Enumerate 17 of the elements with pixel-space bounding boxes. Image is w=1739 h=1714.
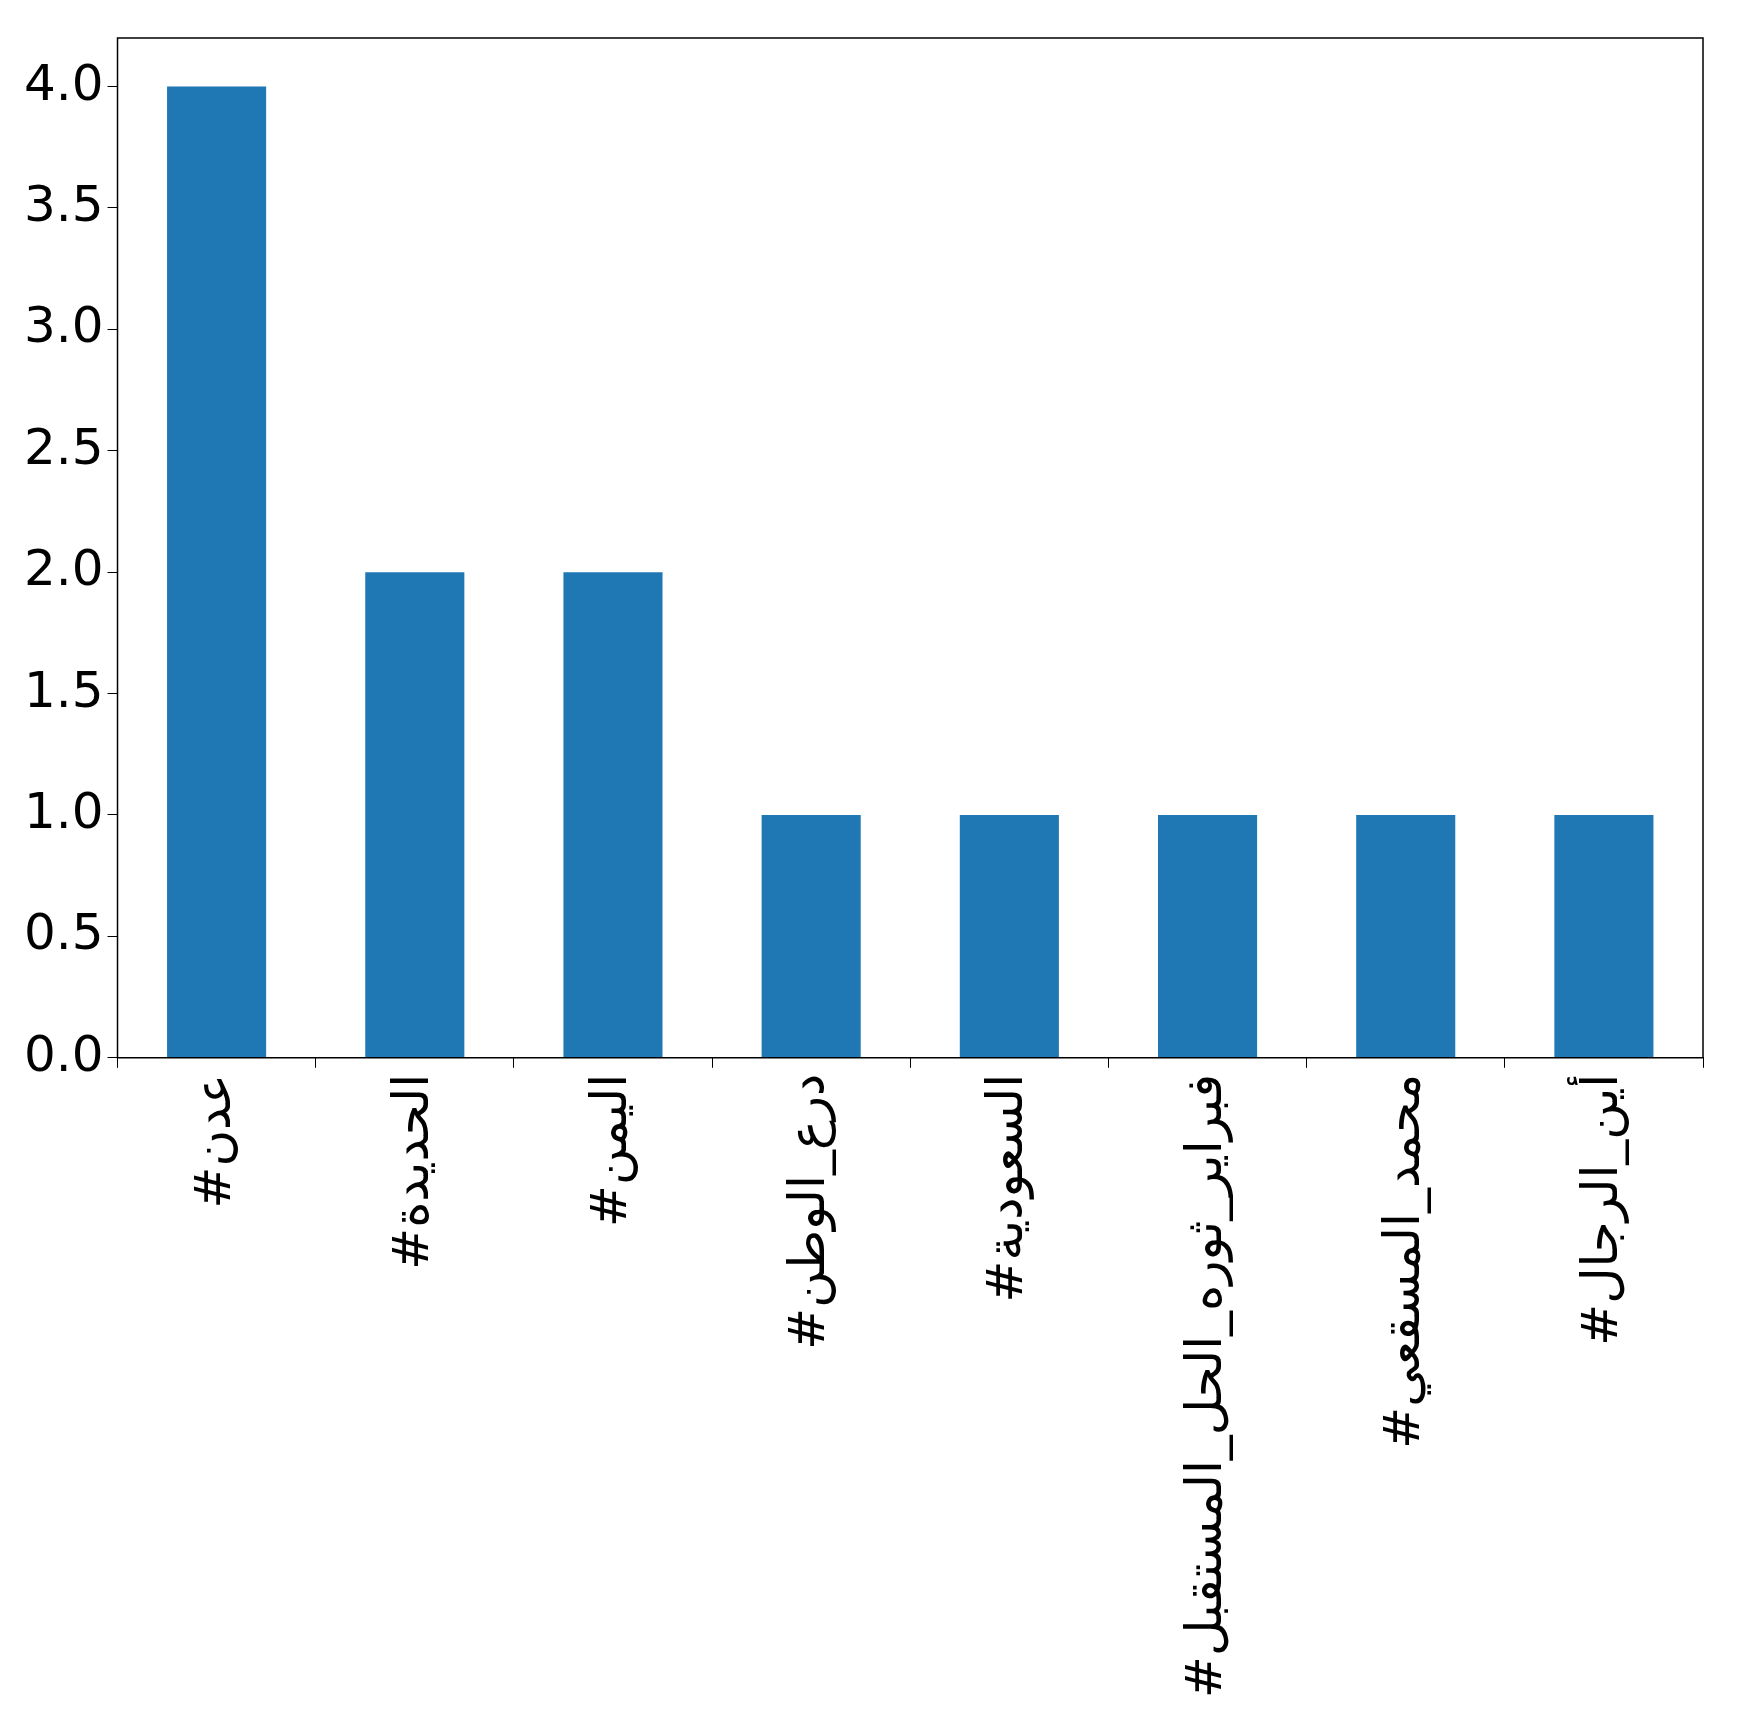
y-tick-label: 3.0 (23, 296, 104, 355)
y-tick-label: 3.5 (23, 174, 104, 233)
x-tick-label: #السعودية (976, 1073, 1035, 1303)
y-tick-label: 0.0 (23, 1024, 104, 1083)
x-tick-label: #درع_الوطن (778, 1073, 837, 1350)
x-tick-label: #فبراير_ثوره_الحل_المستقبل (1174, 1073, 1233, 1699)
y-tick-label: 2.0 (23, 539, 104, 598)
y-tick-label: 1.5 (23, 660, 104, 719)
x-tick-label: #الحديدة (381, 1073, 440, 1270)
y-tick-label: 0.5 (23, 903, 104, 962)
y-tick-label: 4.0 (23, 53, 104, 112)
x-tick-label: #أين_الرجال (1566, 1073, 1629, 1346)
x-tick-label: #اليمن (579, 1073, 638, 1227)
x-tick-label: #عدن (183, 1073, 242, 1209)
y-tick-label: 2.5 (23, 417, 104, 476)
x-tick-label: #محمد_المسقعي (1372, 1073, 1431, 1449)
y-tick-label: 1.0 (23, 781, 104, 840)
